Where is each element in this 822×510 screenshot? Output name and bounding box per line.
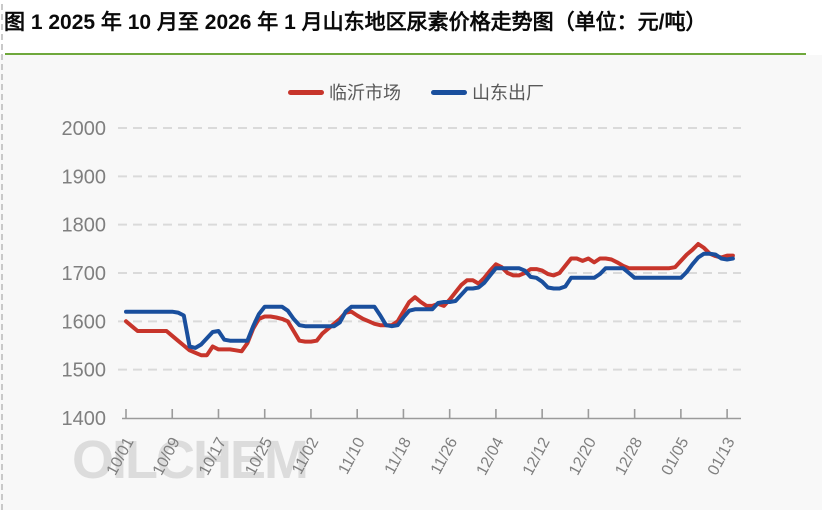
series-line-linyi (124, 242, 735, 358)
price-trend-chart: 1400150016001700180019002000OILCHEM10/01… (62, 118, 741, 490)
legend-item-linyi: 临沂市场 (288, 79, 401, 105)
legend-swatch-shandong (431, 89, 467, 95)
x-axis-label: 12/20 (566, 435, 600, 478)
legend-item-shandong: 山东出厂 (431, 79, 544, 105)
chart-legend: 临沂市场 山东出厂 (288, 79, 544, 105)
y-axis-label: 1800 (62, 215, 107, 237)
x-axis-label: 12/28 (612, 435, 646, 478)
x-axis-label: 11/26 (428, 435, 461, 477)
left-dashed-border (1, 4, 3, 510)
y-axis-label: 1600 (62, 311, 107, 333)
y-axis-label: 1900 (62, 166, 107, 188)
title-strip: 图 1 2025 年 10 月至 2026 年 1 月山东地区尿素价格走势图（单… (0, 0, 822, 53)
series-line-shandong (124, 251, 735, 350)
x-axis-label: 11/18 (382, 435, 415, 477)
legend-swatch-linyi (288, 89, 324, 95)
legend-label-shandong: 山东出厂 (472, 83, 544, 103)
watermark-text: OILCHEM (72, 430, 307, 490)
chart-title: 图 1 2025 年 10 月至 2026 年 1 月山东地区尿素价格走势图（单… (4, 11, 707, 34)
x-axis-label: 12/12 (520, 435, 554, 478)
x-axis-label: 01/13 (705, 435, 739, 478)
chart-area: 1400 1500 1600 1700 1800 1900 2000 OILCHEM 10/01… (0, 55, 822, 510)
x-axis-label: 12/04 (474, 435, 508, 478)
y-axis-label: 1500 (62, 360, 107, 382)
x-axis-label: 11/10 (335, 435, 368, 477)
y-axis-label: 2000 (62, 118, 107, 140)
y-axis-label: 1700 (62, 263, 107, 285)
legend-label-linyi: 临沂市场 (329, 83, 401, 103)
y-axis-label: 1400 (62, 408, 107, 430)
title-divider-rule (5, 53, 806, 55)
x-axis-label: 01/05 (659, 435, 693, 478)
